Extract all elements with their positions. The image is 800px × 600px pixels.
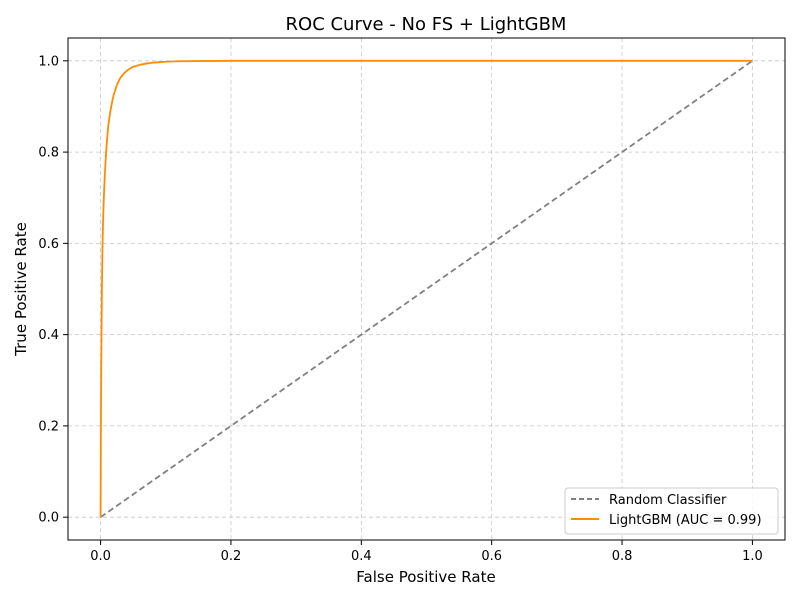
y-tick-label: 0.6 xyxy=(38,237,59,252)
series-line-lightgbm xyxy=(99,59,753,518)
y-tick-label: 0.4 xyxy=(38,328,59,343)
x-tick-label: 0.4 xyxy=(351,549,372,564)
legend-box xyxy=(564,487,779,535)
y-tick-label: 0.8 xyxy=(38,146,59,161)
x-axis-label: False Positive Rate xyxy=(356,568,495,586)
legend-label-random-classifier: Random Classifier xyxy=(609,493,727,508)
x-tick-label: 0.0 xyxy=(90,549,111,564)
x-tick-label: 1.0 xyxy=(742,549,763,564)
y-tick-label: 0.2 xyxy=(38,419,59,434)
x-tick-label: 0.2 xyxy=(221,549,242,564)
x-tick-label: 0.6 xyxy=(481,549,502,564)
legend-label-lightgbm: LightGBM (AUC = 0.99) xyxy=(609,513,762,528)
chart-title: ROC Curve - No FS + LightGBM xyxy=(286,14,567,35)
legend: Random Classifier LightGBM (AUC = 0.99) xyxy=(564,487,779,535)
y-tick-label: 0.0 xyxy=(38,511,59,526)
y-ticks: 0.0 0.2 0.4 0.6 0.8 1.0 xyxy=(38,54,68,526)
x-tick-label: 0.8 xyxy=(612,549,633,564)
y-tick-label: 1.0 xyxy=(38,54,59,69)
plot-frame xyxy=(67,37,786,541)
series-layer xyxy=(99,59,753,518)
x-ticks: 0.0 0.2 0.4 0.6 0.8 1.0 xyxy=(90,540,763,564)
y-axis-label: True Positive Rate xyxy=(12,222,30,357)
series-line-random-classifier xyxy=(100,60,753,518)
